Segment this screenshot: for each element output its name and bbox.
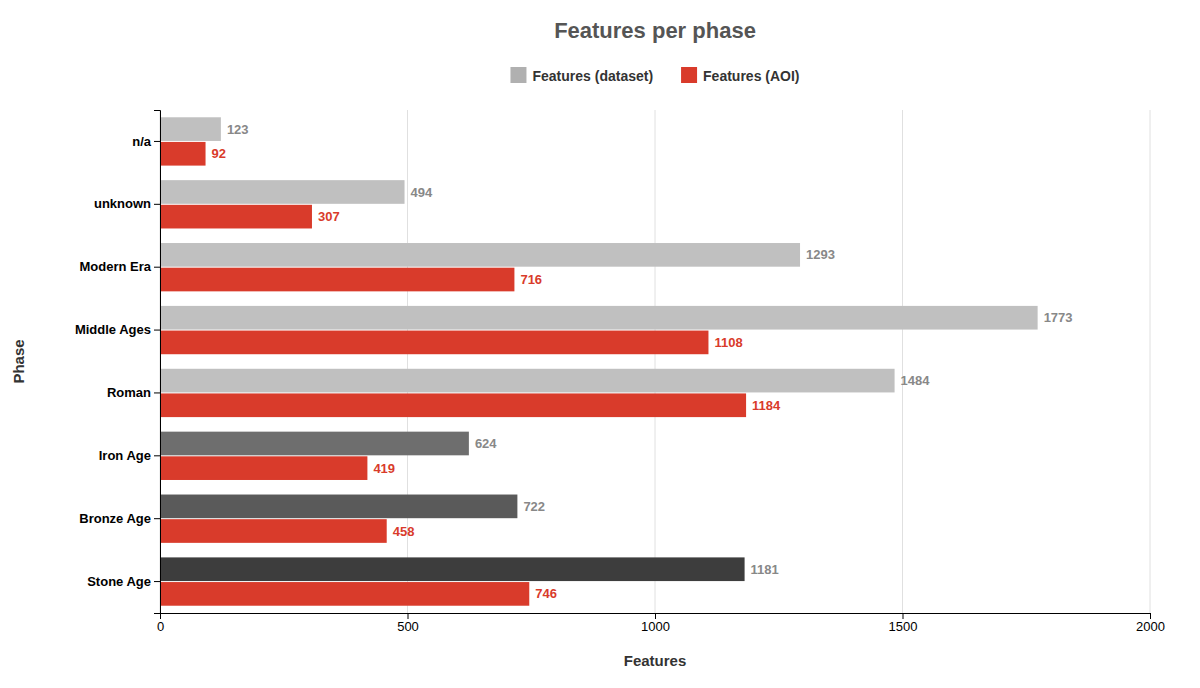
data-label: 1108 — [714, 335, 742, 350]
legend-swatch — [510, 67, 526, 83]
tick-label: 1500 — [889, 619, 918, 634]
series — [160, 117, 1038, 581]
data-label: 92 — [212, 146, 226, 161]
x-axis-title: Features — [624, 652, 687, 669]
data-label: 624 — [475, 436, 497, 451]
tick: unknown — [94, 196, 160, 211]
tick: n/a — [132, 134, 160, 149]
bar — [160, 268, 514, 292]
tick-label: Roman — [107, 385, 151, 400]
bar — [160, 519, 387, 543]
bar — [160, 142, 206, 166]
tick-mark — [154, 455, 160, 456]
bar — [160, 495, 517, 519]
y-axis: Stone Age Bronze Age Iron Age Roman Middle A… — [75, 111, 161, 614]
tick-mark — [1150, 613, 1151, 619]
tick-mark — [154, 204, 160, 205]
data-label: 746 — [535, 586, 557, 601]
tick-mark — [154, 392, 160, 393]
axis-line — [154, 111, 161, 614]
tick-mark — [154, 518, 160, 519]
x-axis: 0 500 1000 1500 2000 — [157, 613, 1165, 634]
bar — [160, 180, 405, 204]
bar — [160, 369, 895, 393]
data-label: 494 — [411, 185, 433, 200]
tick-mark — [154, 267, 160, 268]
tick-label: n/a — [132, 134, 152, 149]
grid-line — [655, 110, 656, 613]
data-label: 1484 — [901, 373, 931, 388]
chart: 1181 722 624 1484 1773 1293 494 123 746 458 419 118… — [0, 0, 1200, 688]
tick-label: 1000 — [641, 619, 670, 634]
plot: 1181 722 624 1484 1773 1293 494 123 746 458 419 118… — [75, 110, 1165, 634]
bar — [160, 393, 746, 417]
tick: Modern Era — [79, 259, 160, 274]
tick: 2000 — [1136, 613, 1165, 634]
grid-line — [902, 110, 903, 613]
bar — [160, 117, 221, 141]
data-label: 1293 — [806, 247, 835, 262]
bar — [160, 582, 529, 606]
tick-label: Stone Age — [87, 574, 151, 589]
tick: Iron Age — [99, 448, 160, 463]
tick-mark — [408, 613, 409, 619]
bar — [160, 306, 1038, 330]
tick: 0 — [157, 613, 164, 634]
data-label: 1773 — [1044, 310, 1073, 325]
data-label: 419 — [373, 461, 395, 476]
data-label: 307 — [318, 209, 340, 224]
bar — [160, 557, 745, 581]
tick-label: 500 — [397, 619, 419, 634]
data-label: 458 — [393, 524, 415, 539]
tick-label: unknown — [94, 196, 151, 211]
data-label: 1181 — [751, 562, 779, 577]
data-labels: 1181 722 624 1484 1773 1293 494 123 746 458 419 118… — [212, 122, 1073, 602]
tick-label: 2000 — [1136, 619, 1165, 634]
tick: Bronze Age — [79, 511, 160, 526]
bar — [160, 243, 800, 267]
tick-label: Modern Era — [79, 259, 151, 274]
y-axis-title: Phase — [10, 339, 27, 383]
tick: Stone Age — [87, 574, 160, 589]
tick-label: Middle Ages — [75, 322, 151, 337]
tick: 500 — [397, 613, 419, 634]
grid-line — [1150, 110, 1151, 613]
tick-mark — [154, 330, 160, 331]
tick: 1000 — [641, 613, 670, 634]
data-label: 722 — [523, 499, 545, 514]
bar — [160, 331, 708, 355]
tick-label: Iron Age — [99, 448, 151, 463]
tick-mark — [655, 613, 656, 619]
axis-line — [161, 614, 1151, 620]
data-label: 716 — [520, 272, 542, 287]
legend-label: Features (dataset) — [532, 68, 653, 84]
data-label: 123 — [227, 122, 249, 137]
legend: Features (dataset) Features (AOI) — [510, 67, 799, 84]
bar — [160, 432, 469, 456]
bar — [160, 205, 312, 229]
legend-label: Features (AOI) — [703, 68, 799, 84]
grid — [160, 110, 1150, 613]
tick-label: 0 — [157, 619, 164, 634]
title: Features per phase — [554, 18, 756, 43]
tick-mark — [154, 141, 160, 142]
series — [160, 142, 746, 606]
tick: Middle Ages — [75, 322, 160, 337]
legend-item: Features (AOI) — [681, 67, 799, 84]
legend-swatch — [681, 67, 697, 83]
tick: 1500 — [889, 613, 918, 634]
bar — [160, 456, 367, 480]
bars — [160, 117, 1038, 605]
tick-mark — [154, 581, 160, 582]
legend-item: Features (dataset) — [510, 67, 653, 84]
tick-mark — [903, 613, 904, 619]
data-label: 1184 — [752, 398, 781, 413]
tick: Roman — [107, 385, 160, 400]
tick-label: Bronze Age — [79, 511, 151, 526]
